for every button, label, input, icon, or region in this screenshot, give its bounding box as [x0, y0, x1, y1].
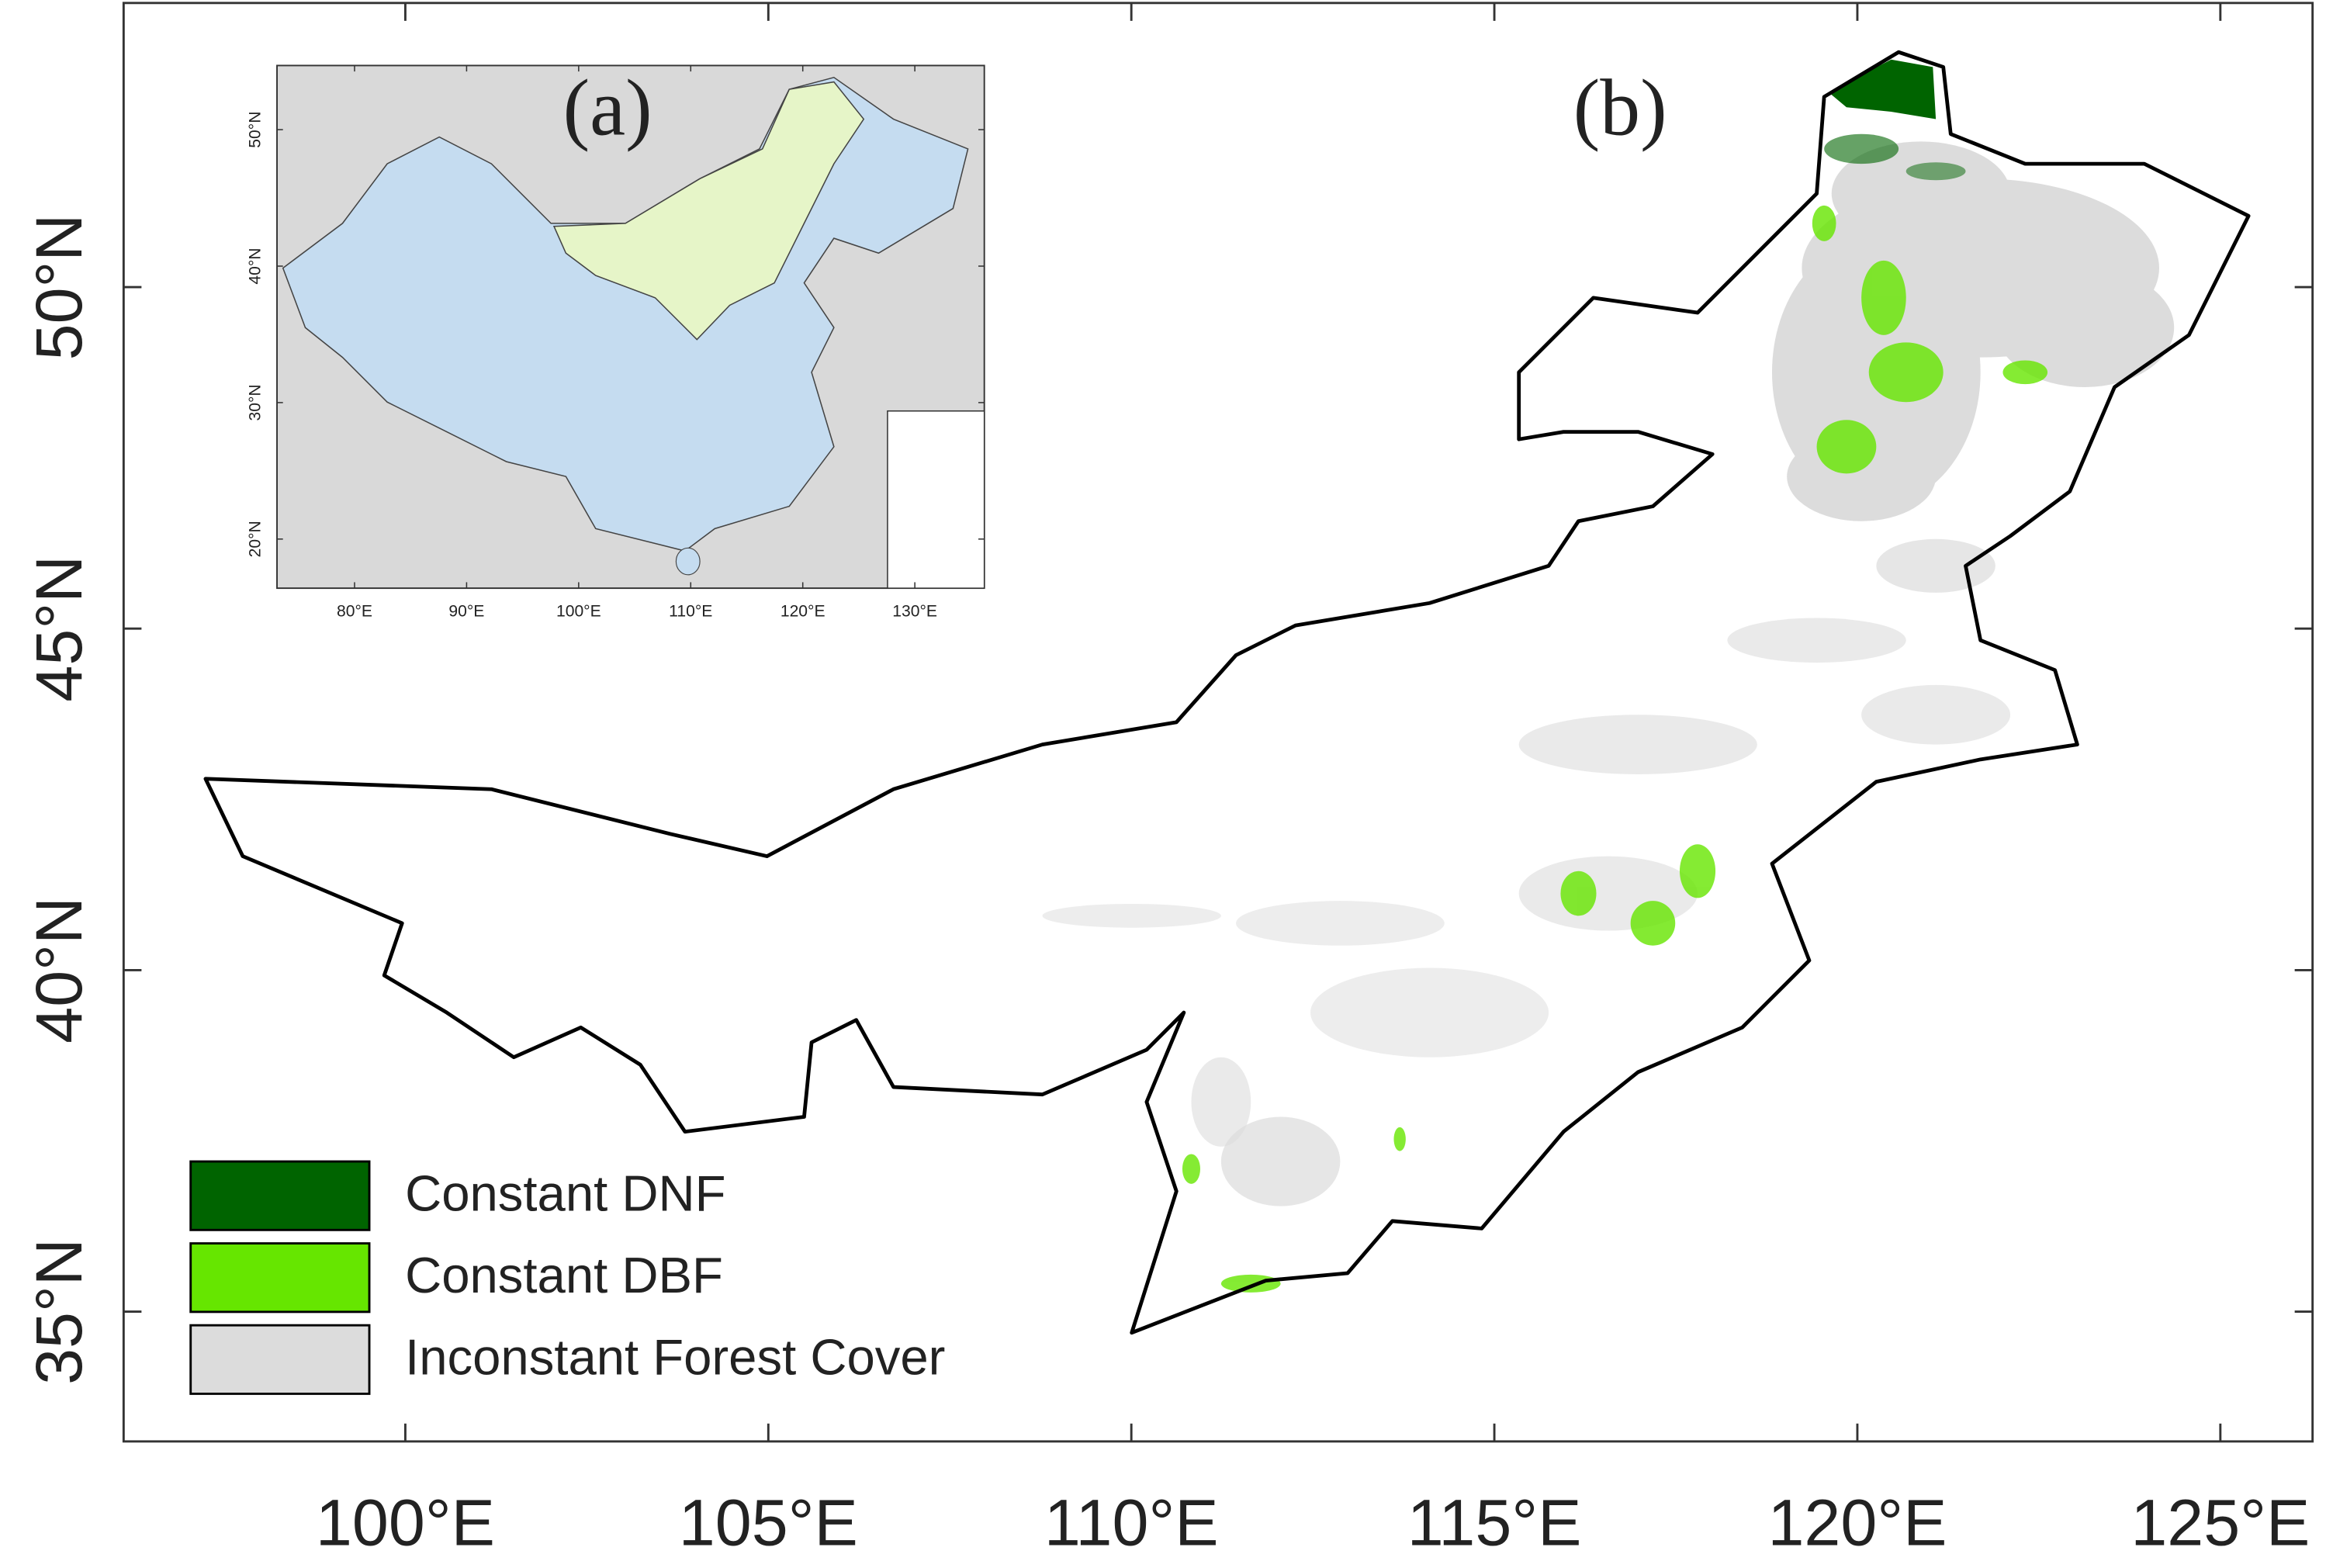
inset-map — [276, 64, 985, 590]
panel-label: (b) — [1573, 64, 1667, 152]
x-tick-label: 110°E — [1044, 1486, 1219, 1559]
legend-swatch — [189, 1160, 371, 1231]
y-tick-label: 20°N — [247, 521, 265, 557]
hainan — [675, 547, 701, 576]
x-tick-label: 125°E — [2130, 1486, 2310, 1559]
legend-swatch — [189, 1242, 371, 1314]
legend-label: Constant DNF — [405, 1165, 725, 1221]
inner-mongolia-shape — [552, 81, 865, 341]
x-tick-label: 115°E — [1407, 1486, 1582, 1559]
panel-label: (a) — [563, 64, 652, 152]
x-tick-label: 90°E — [448, 602, 484, 620]
y-tick-label: 30°N — [247, 384, 265, 421]
dbf-patches — [1182, 205, 2048, 1293]
south-sea-inset — [887, 410, 985, 589]
y-tick-label: 35°N — [22, 1238, 95, 1385]
y-tick-label: 50°N — [247, 112, 265, 148]
legend-swatch — [189, 1324, 371, 1395]
x-tick-label: 105°E — [679, 1486, 858, 1559]
y-tick-label: 45°N — [22, 556, 95, 702]
x-tick-label: 100°E — [316, 1486, 495, 1559]
y-tick-label: 50°N — [22, 214, 95, 361]
x-tick-label: 120°E — [1767, 1486, 1947, 1559]
x-tick-label: 120°E — [781, 602, 826, 620]
x-tick-label: 80°E — [337, 602, 372, 620]
legend-label: Constant DBF — [405, 1247, 723, 1303]
legend-label: Inconstant Forest Cover — [405, 1328, 945, 1385]
region-outline — [203, 50, 2251, 1335]
x-tick-label: 100°E — [556, 602, 601, 620]
y-tick-label: 40°N — [247, 247, 265, 284]
legend: Constant DNF Constant DBF Inconstant Fores… — [189, 1160, 945, 1395]
y-tick-label: 40°N — [22, 897, 95, 1044]
x-tick-label: 110°E — [669, 602, 712, 620]
dnf-patches — [1824, 59, 1966, 181]
x-tick-label: 130°E — [892, 602, 937, 620]
